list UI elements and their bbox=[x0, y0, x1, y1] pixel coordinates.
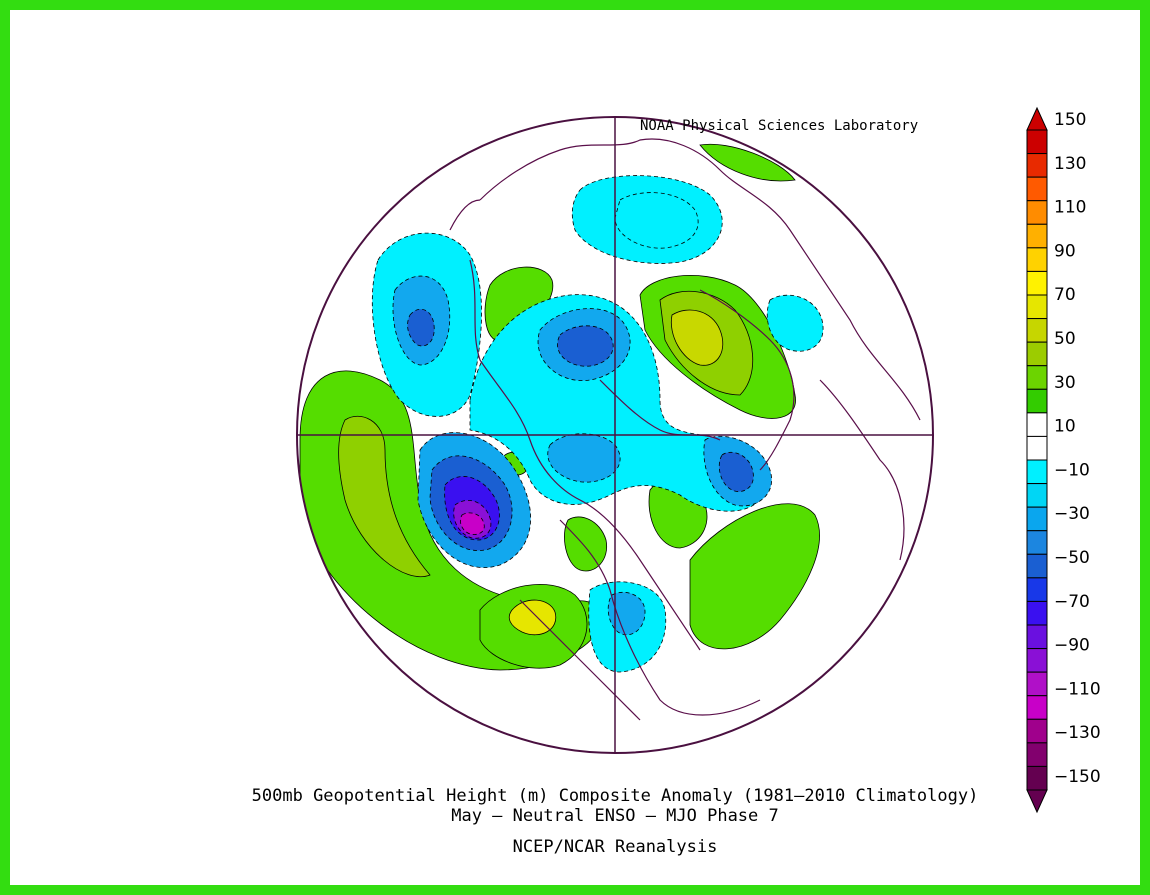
colorbar-box bbox=[1026, 648, 1048, 673]
negative-anomaly-region bbox=[614, 192, 699, 249]
colorbar-box bbox=[1026, 200, 1048, 225]
colorbar-box bbox=[1026, 577, 1048, 602]
coastlines bbox=[449, 138, 921, 721]
colorbar-box bbox=[1026, 506, 1048, 532]
colorbar-tick-label: −70 bbox=[1054, 592, 1090, 612]
colorbar-box bbox=[1026, 388, 1048, 414]
positive-anomaly-region bbox=[670, 309, 724, 366]
figure-subtitle: May – Neutral ENSO – MJO Phase 7 bbox=[451, 806, 779, 826]
negative-anomaly-region bbox=[607, 591, 646, 636]
colorbar-box bbox=[1026, 483, 1048, 508]
colorbar-box bbox=[1026, 341, 1048, 367]
colorbar-box bbox=[1026, 624, 1048, 650]
colorbar-box bbox=[1026, 365, 1048, 390]
negative-anomaly-region bbox=[547, 433, 621, 483]
colorbar-box bbox=[1026, 176, 1048, 202]
negative-anomaly-region bbox=[557, 325, 614, 367]
figure-title: 500mb Geopotential Height (m) Composite … bbox=[251, 786, 979, 806]
colorbar-boxes bbox=[1026, 106, 1048, 814]
positive-anomaly-region bbox=[699, 143, 796, 182]
colorbar-tick-label: −90 bbox=[1054, 636, 1090, 656]
credit-label: NOAA Physical Sciences Laboratory bbox=[640, 118, 919, 134]
positive-anomaly-region bbox=[689, 503, 820, 650]
colorbar-tick-label: 90 bbox=[1054, 241, 1076, 261]
colorbar-box bbox=[1026, 270, 1048, 296]
colorbar-min-arrow bbox=[1026, 789, 1048, 814]
colorbar-tick-label: −110 bbox=[1054, 679, 1101, 699]
colorbar-box bbox=[1026, 294, 1048, 320]
colorbar-box bbox=[1026, 459, 1048, 485]
colorbar-box bbox=[1026, 742, 1048, 767]
negative-anomaly-region bbox=[460, 512, 485, 535]
positive-anomaly-region bbox=[508, 599, 557, 636]
positive-anomaly-region bbox=[338, 415, 431, 577]
anomaly-field bbox=[297, 117, 933, 753]
colorbar-tick-label: 130 bbox=[1054, 154, 1086, 174]
colorbar-box bbox=[1026, 318, 1048, 343]
colorbar-box bbox=[1026, 718, 1048, 744]
data-source-label: NCEP/NCAR Reanalysis bbox=[512, 837, 718, 857]
colorbar-box bbox=[1026, 412, 1048, 437]
colorbar-box bbox=[1026, 600, 1048, 626]
colorbar-labels: 150 130 110 90 70 50 30 10 −10 −30 −50 −70 −90 −110 −1… bbox=[1054, 110, 1101, 787]
colorbar-max-arrow bbox=[1026, 106, 1048, 131]
colorbar-tick-label: 70 bbox=[1054, 285, 1076, 305]
negative-anomaly-region bbox=[407, 308, 435, 347]
colorbar-tick-label: −130 bbox=[1054, 723, 1101, 743]
colorbar-tick-label: −150 bbox=[1054, 767, 1101, 787]
colorbar-tick-label: −30 bbox=[1054, 504, 1090, 524]
colorbar-box bbox=[1026, 695, 1048, 720]
colorbar-tick-label: −10 bbox=[1054, 460, 1090, 480]
colorbar-tick-label: 30 bbox=[1054, 373, 1076, 393]
colorbar-tick-label: 10 bbox=[1054, 417, 1076, 437]
colorbar-tick-label: 50 bbox=[1054, 329, 1076, 349]
colorbar-box bbox=[1026, 247, 1048, 272]
colorbar-box bbox=[1026, 223, 1048, 249]
colorbar-tick-label: −50 bbox=[1054, 548, 1090, 568]
positive-anomaly-region bbox=[564, 516, 608, 572]
colorbar-box bbox=[1026, 671, 1048, 697]
negative-anomaly-region bbox=[766, 294, 824, 352]
colorbar-box bbox=[1026, 153, 1048, 178]
colorbar-box bbox=[1026, 129, 1048, 155]
colorbar-box bbox=[1026, 553, 1048, 579]
colorbar-tick-label: 110 bbox=[1054, 198, 1086, 218]
colorbar-box bbox=[1026, 435, 1048, 461]
colorbar-box bbox=[1026, 530, 1048, 555]
map-boundary bbox=[296, 116, 934, 754]
colorbar-tick-label: 150 bbox=[1054, 110, 1086, 130]
negative-anomaly-region bbox=[718, 451, 754, 492]
